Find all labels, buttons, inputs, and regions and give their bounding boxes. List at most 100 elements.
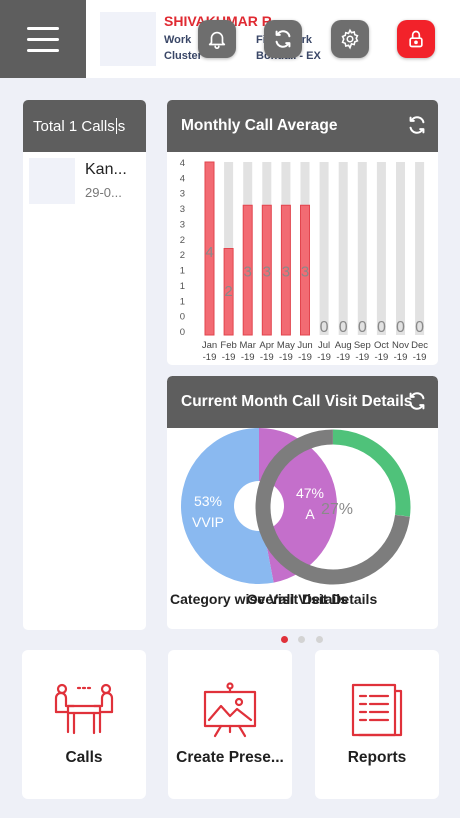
bar-value-label: 0: [339, 319, 348, 336]
reports-tile-label: Reports: [347, 749, 407, 766]
y-tick-label: 3: [180, 219, 185, 230]
slice-category-label: A: [305, 506, 315, 522]
total-calls-card: Total 1 Calls s Kan... 29-0...: [23, 100, 146, 630]
slice-percent-label: 53%: [194, 493, 222, 509]
visit-pie-charts: 53% VVIP 47% A 27% Category wise Visit Detail…: [170, 428, 411, 607]
work-label: Work: [164, 34, 192, 46]
bar-track: [376, 162, 386, 335]
x-tick-label: Sep: [354, 340, 371, 351]
chart-title: Monthly Call Average: [181, 117, 338, 134]
ring-slice: [332, 429, 411, 517]
bar-track: [319, 162, 329, 335]
cluster-label: Cluster: [164, 50, 202, 62]
lock-icon: [409, 30, 423, 48]
x-tick-label: Feb: [220, 340, 236, 351]
notification-button[interactable]: [198, 20, 236, 58]
x-tick-label: -19: [222, 352, 236, 363]
bar-value-label: 4: [205, 244, 213, 261]
bar: [242, 204, 253, 336]
x-tick-label: Nov: [392, 340, 409, 351]
bar-value-label: 0: [396, 319, 405, 336]
x-tick-label: Jul: [318, 340, 330, 351]
bar-value-label: 0: [320, 319, 329, 336]
bar-value-label: 3: [244, 264, 252, 281]
bar-track: [357, 162, 367, 335]
x-tick-label: Aug: [335, 340, 352, 351]
bar-value-label: 0: [415, 319, 424, 336]
pager-dot-3[interactable]: [316, 636, 323, 643]
pie-slice: [181, 428, 274, 584]
y-tick-label: 4: [180, 158, 185, 169]
x-tick-label: -19: [260, 352, 274, 363]
lock-button[interactable]: [397, 20, 435, 58]
x-tick-label: -19: [413, 352, 427, 363]
x-tick-label: Jun: [297, 340, 312, 351]
bar-value-label: 0: [358, 319, 367, 336]
x-tick-label: -19: [279, 352, 293, 363]
x-tick-label: Jan: [202, 340, 217, 351]
gear-icon: [341, 28, 359, 50]
create-presentation-tile[interactable]: Create Prese...: [168, 650, 292, 799]
bar-value-label: 0: [377, 319, 386, 336]
total-calls-title: Total 1 Calls: [33, 117, 115, 135]
call-item-name: Kan...: [85, 161, 127, 178]
sync-button[interactable]: [264, 20, 302, 58]
ring-percent-label: 27%: [321, 501, 353, 518]
bar-track: [396, 162, 405, 335]
refresh-icon[interactable]: [406, 114, 428, 136]
ring-slice: [255, 429, 410, 585]
pie-caption: Category wise Visit Details: [170, 591, 348, 607]
bar: [280, 204, 291, 336]
total-calls-header: Total 1 Calls s: [23, 100, 146, 152]
settings-button[interactable]: [331, 20, 369, 58]
slice-category-label: VVIP: [192, 514, 224, 530]
call-item-thumbnail: [29, 158, 75, 204]
pager-dot-1[interactable]: [281, 636, 288, 643]
y-tick-label: 3: [180, 189, 185, 200]
hamburger-icon: [27, 37, 59, 41]
visit-details-card: Current Month Call Visit Details 53% VVIP…: [167, 376, 438, 629]
y-tick-label: 0: [180, 327, 185, 338]
refresh-icon[interactable]: [406, 390, 428, 412]
y-tick-label: 2: [180, 250, 185, 261]
call-list-item[interactable]: Kan... 29-0...: [29, 158, 141, 206]
visit-details-title: Current Month Call Visit Details: [181, 393, 413, 410]
y-tick-label: 1: [180, 296, 185, 307]
pager-dot-2[interactable]: [298, 636, 305, 643]
y-tick-label: 0: [180, 312, 185, 323]
bar: [261, 204, 272, 336]
pie-caption: Overall Visit Details: [247, 591, 378, 607]
monthly-bar-chart: 4433322111004Jan-192Feb-193Mar-193Apr-19…: [180, 158, 429, 363]
x-tick-label: -19: [336, 352, 350, 363]
bar-value-label: 3: [301, 264, 309, 281]
sync-icon: [275, 30, 291, 48]
hamburger-icon: [27, 48, 59, 52]
bell-icon: [208, 31, 226, 49]
x-tick-label: -19: [241, 352, 255, 363]
x-tick-label: Mar: [240, 340, 256, 351]
meeting-icon: [54, 683, 114, 735]
bar-track: [338, 162, 348, 335]
visit-details-header: Current Month Call Visit Details: [167, 376, 438, 428]
presentation-icon: [203, 682, 257, 738]
x-tick-label: Dec: [411, 340, 428, 351]
y-tick-label: 4: [180, 173, 185, 184]
x-tick-label: -19: [394, 352, 408, 363]
calls-tile[interactable]: Calls: [22, 650, 146, 799]
bar-value-label: 3: [263, 264, 271, 281]
avatar: [100, 12, 156, 66]
slice-percent-label: 47%: [296, 485, 324, 501]
reports-tile[interactable]: Reports: [315, 650, 439, 799]
y-tick-label: 1: [180, 281, 185, 292]
bar-value-label: 3: [282, 264, 290, 281]
call-item-date: 29-0...: [85, 185, 122, 200]
bar-value-label: 2: [224, 283, 232, 300]
y-tick-label: 2: [180, 235, 185, 246]
menu-button[interactable]: [0, 0, 86, 78]
report-icon: [351, 683, 403, 737]
x-tick-label: -19: [355, 352, 369, 363]
x-tick-label: -19: [317, 352, 331, 363]
x-tick-label: May: [277, 340, 295, 351]
bar: [300, 204, 310, 336]
x-tick-label: -19: [203, 352, 217, 363]
